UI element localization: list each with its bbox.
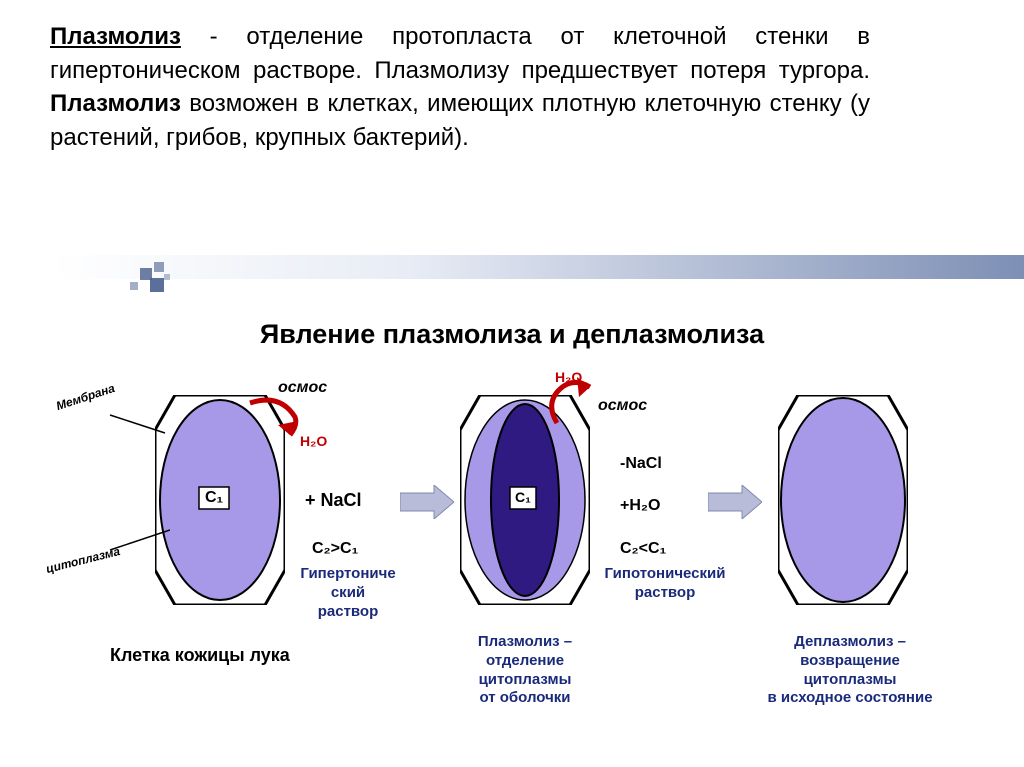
label-hypotonic: Гипотоническийраствор	[590, 565, 740, 603]
diagram-area: C₁ Мембрана цитоплазма осмос H₂O + NaCl …	[60, 355, 980, 755]
label-nacl-minus: -NaCl	[620, 455, 662, 473]
caption-deplasmolysis: Деплазмолиз – возвращение цитоплазмы в и…	[745, 633, 955, 708]
c1-label-2: C₁	[515, 489, 531, 505]
label-h2o-plus: +H₂O	[620, 497, 660, 515]
caption-plasmolysis: Плазмолиз – отделение цитоплазмы от обол…	[450, 633, 600, 708]
cell-3-svg	[778, 395, 908, 605]
diagram-title: Явление плазмолиза и деплазмолиза	[50, 319, 974, 350]
intro-paragraph: Плазмолиз - отделение протопласта от кле…	[50, 20, 870, 154]
label-osmosis-2: осмос	[598, 397, 647, 415]
caption-cell-onion: Клетка кожицы лука	[110, 645, 290, 666]
label-h2o-1: H₂O	[300, 433, 327, 449]
label-osmosis-1: осмос	[278, 379, 327, 397]
block-arrow-1	[400, 485, 454, 519]
label-cmp-gt: C₂>C₁	[312, 540, 358, 558]
label-cmp-lt: C₂<C₁	[620, 540, 666, 558]
pointer-lines	[70, 395, 170, 605]
block-arrow-2	[708, 485, 762, 519]
label-nacl-plus: + NaCl	[305, 490, 362, 511]
term-plasmolysis: Плазмолиз	[50, 23, 181, 50]
label-hypertonic: Гипертоническийраствор	[288, 565, 408, 621]
c1-label-1: C₁	[205, 489, 223, 507]
term-plasmolysis-2: Плазмолиз	[50, 90, 181, 117]
cell-3	[778, 395, 908, 605]
